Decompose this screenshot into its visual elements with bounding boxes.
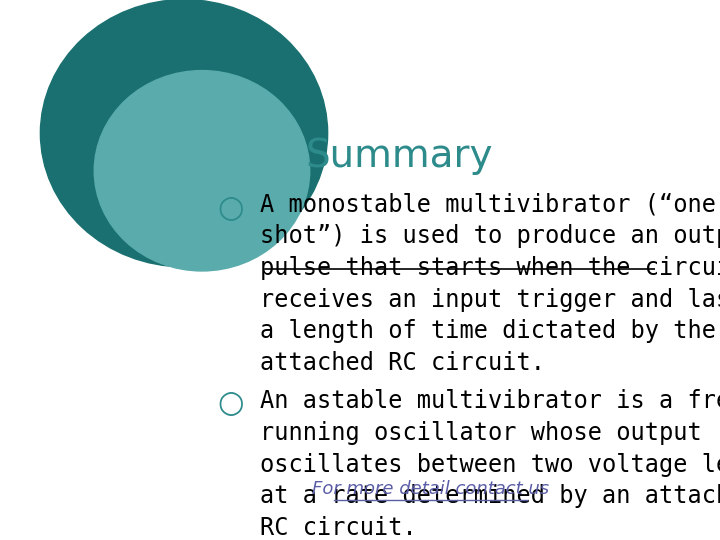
- Text: For more detail contact us: For more detail contact us: [312, 481, 549, 498]
- Text: A monostable multivibrator (“one-: A monostable multivibrator (“one-: [261, 192, 720, 217]
- Text: An astable multivibrator is a free-: An astable multivibrator is a free-: [261, 389, 720, 413]
- Text: RC circuit.: RC circuit.: [261, 516, 417, 540]
- Text: attached RC circuit.: attached RC circuit.: [261, 351, 545, 375]
- Text: ○: ○: [218, 389, 245, 418]
- Text: running oscillator whose output: running oscillator whose output: [261, 421, 702, 445]
- Text: shot”) is used to produce an output: shot”) is used to produce an output: [261, 224, 720, 248]
- Text: a length of time dictated by the: a length of time dictated by the: [261, 319, 716, 343]
- Text: Summary: Summary: [305, 137, 492, 176]
- Circle shape: [40, 0, 328, 267]
- Text: pulse that starts when the circuit: pulse that starts when the circuit: [261, 256, 720, 280]
- Text: ○: ○: [218, 194, 245, 222]
- Text: oscillates between two voltage levels: oscillates between two voltage levels: [261, 453, 720, 476]
- Text: at a rate determined by an attached: at a rate determined by an attached: [261, 484, 720, 508]
- Text: receives an input trigger and lasts for: receives an input trigger and lasts for: [261, 288, 720, 312]
- Circle shape: [94, 71, 310, 271]
